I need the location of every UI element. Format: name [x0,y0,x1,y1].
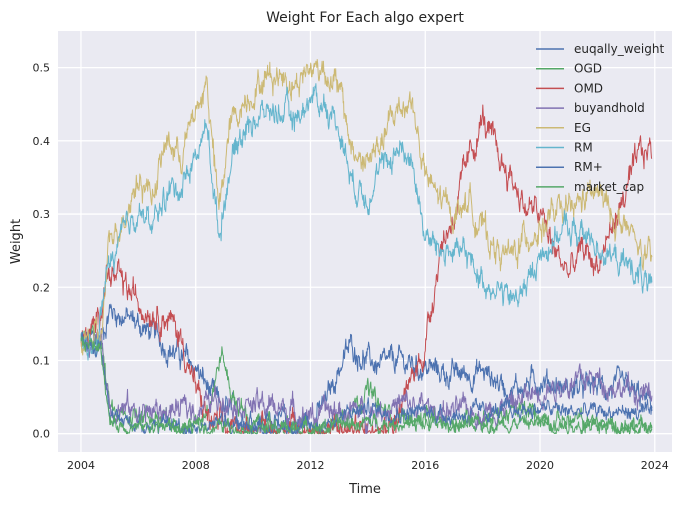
chart-title: Weight For Each algo expert [266,10,464,26]
legend: euqally_weight OGD OMD buyandhold EG RM RM+ mar… [536,42,664,194]
y-tick-label: 0.1 [33,354,51,367]
x-axis-label: Time [348,482,381,497]
legend-label-rm: RM [574,141,593,155]
y-tick-label: 0.0 [33,428,51,441]
legend-label-market-cap: market_cap [574,180,644,194]
y-tick-label: 0.5 [33,62,51,75]
y-tick-label: 0.2 [33,281,51,294]
legend-label-omd: OMD [574,81,603,95]
legend-label-ogd: OGD [574,62,602,76]
series-line-rm [80,83,653,361]
series-layer [80,59,653,435]
plot-area [58,31,672,452]
series-line-eg [80,59,653,356]
x-tick-label: 2004 [67,459,95,472]
legend-label-rm-: RM+ [574,160,603,174]
tick-labels: 2004 2008 2012 2016 2020 2024 0.0 0.1 0.2 0.3 0.4 0… [33,62,669,472]
y-tick-label: 0.4 [33,135,51,148]
x-tick-label: 2008 [182,459,210,472]
y-tick-label: 0.3 [33,208,51,221]
x-tick-label: 2024 [641,459,669,472]
legend-label-euqally-weight: euqally_weight [574,42,664,56]
legend-label-eg: EG [574,121,591,135]
x-tick-label: 2016 [411,459,439,472]
series-line-market-cap [80,336,653,435]
x-tick-label: 2020 [526,459,554,472]
series-line-buyandhold [80,328,653,434]
x-tick-label: 2012 [296,459,324,472]
legend-label-buyandhold: buyandhold [574,101,645,115]
y-axis-label: Weight [9,219,24,264]
